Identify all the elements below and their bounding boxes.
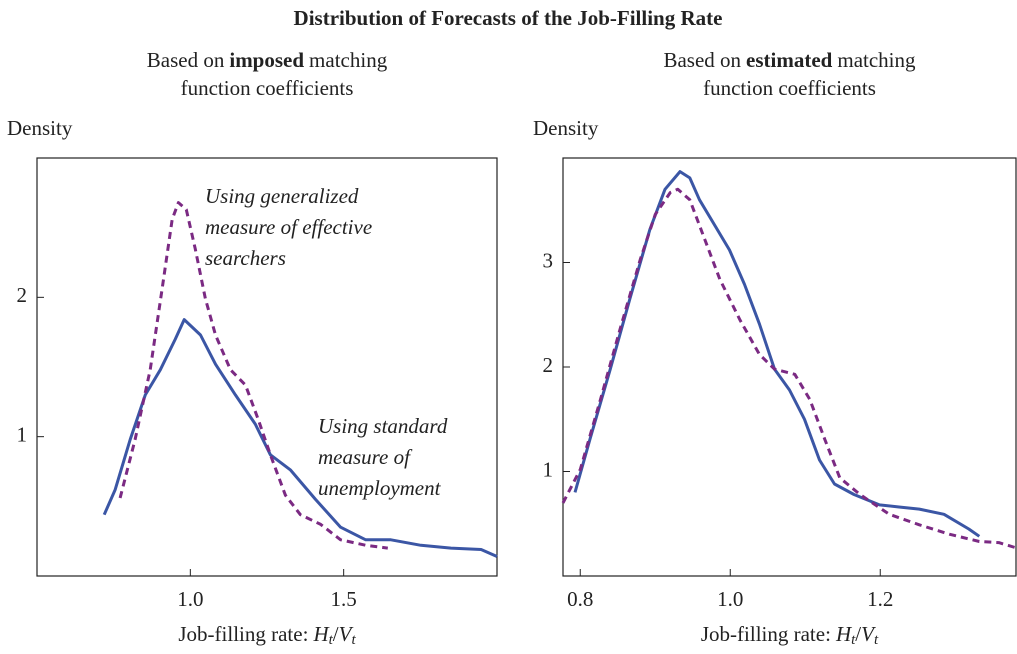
label-var: H <box>312 622 330 646</box>
annotation: Using standard <box>318 414 448 438</box>
panel-subtitle: Based on estimated matching <box>663 48 916 72</box>
plot-frame <box>562 157 1017 577</box>
subtitle-emphasis: imposed <box>229 48 304 72</box>
label-sub: t <box>851 632 856 648</box>
annotation: Using generalized <box>205 184 359 208</box>
x-tick-label: 1.0 <box>717 587 743 611</box>
density-line <box>561 187 1017 550</box>
density-line <box>573 170 981 538</box>
label-text: Job-filling rate: <box>701 622 831 646</box>
label-sub: t <box>329 632 334 648</box>
panel-subtitle: function coefficients <box>181 76 354 100</box>
panel-subtitle: Based on imposed matching <box>147 48 388 72</box>
subtitle-text: Based on <box>147 48 225 72</box>
y-tick-label: 1 <box>17 422 28 446</box>
plot-frame <box>36 157 498 577</box>
y-tick-label: 3 <box>543 248 554 272</box>
label-var: V <box>861 622 876 646</box>
subtitle-emphasis: estimated <box>746 48 833 72</box>
x-tick-label: 1.5 <box>331 587 357 611</box>
y-axis-label: Density <box>7 116 73 140</box>
density-line <box>118 201 388 550</box>
x-axis-label: Job-filling rate: Ht/Vt <box>701 622 879 649</box>
x-axis-label: Job-filling rate: Ht/Vt <box>178 622 356 649</box>
subtitle-text: matching <box>309 48 388 72</box>
label-var: H <box>835 622 853 646</box>
annotation: unemployment <box>318 476 442 500</box>
figure-title: Distribution of Forecasts of the Job-Fil… <box>294 6 723 30</box>
label-sub: t <box>351 632 356 648</box>
x-tick-label: 1.0 <box>177 587 203 611</box>
label-var: V <box>339 622 354 646</box>
y-tick-label: 2 <box>543 353 554 377</box>
x-tick-label: 1.2 <box>867 587 893 611</box>
label-text: Job-filling rate: <box>178 622 308 646</box>
panel-subtitle: function coefficients <box>703 76 876 100</box>
annotation: searchers <box>205 246 286 270</box>
density-line <box>102 318 498 558</box>
subtitle-text: matching <box>837 48 916 72</box>
label-sep: / <box>855 622 861 646</box>
annotation: measure of <box>318 445 413 469</box>
y-axis-label: Density <box>533 116 599 140</box>
annotation: measure of effective <box>205 215 372 239</box>
subtitle-text: Based on <box>663 48 741 72</box>
y-tick-label: 1 <box>543 457 554 481</box>
y-tick-label: 2 <box>17 283 28 307</box>
label-sep: / <box>333 622 339 646</box>
x-tick-label: 0.8 <box>567 587 593 611</box>
label-sub: t <box>874 632 879 648</box>
